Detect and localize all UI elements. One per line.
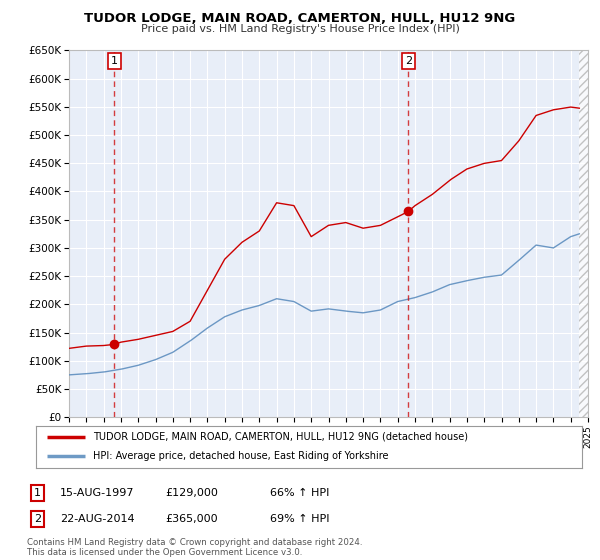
Text: £365,000: £365,000 xyxy=(165,514,218,524)
Text: 15-AUG-1997: 15-AUG-1997 xyxy=(60,488,134,498)
Text: Contains HM Land Registry data © Crown copyright and database right 2024.
This d: Contains HM Land Registry data © Crown c… xyxy=(27,538,362,557)
Text: 69% ↑ HPI: 69% ↑ HPI xyxy=(270,514,329,524)
Text: HPI: Average price, detached house, East Riding of Yorkshire: HPI: Average price, detached house, East… xyxy=(94,451,389,461)
Text: TUDOR LODGE, MAIN ROAD, CAMERTON, HULL, HU12 9NG (detached house): TUDOR LODGE, MAIN ROAD, CAMERTON, HULL, … xyxy=(94,432,469,442)
Text: TUDOR LODGE, MAIN ROAD, CAMERTON, HULL, HU12 9NG: TUDOR LODGE, MAIN ROAD, CAMERTON, HULL, … xyxy=(85,12,515,25)
Text: 22-AUG-2014: 22-AUG-2014 xyxy=(60,514,134,524)
Text: £129,000: £129,000 xyxy=(165,488,218,498)
Text: 2: 2 xyxy=(405,56,412,66)
Text: 1: 1 xyxy=(111,56,118,66)
Text: 66% ↑ HPI: 66% ↑ HPI xyxy=(270,488,329,498)
Bar xyxy=(580,50,588,417)
Text: 2: 2 xyxy=(34,514,41,524)
Text: Price paid vs. HM Land Registry's House Price Index (HPI): Price paid vs. HM Land Registry's House … xyxy=(140,24,460,34)
Text: 1: 1 xyxy=(34,488,41,498)
